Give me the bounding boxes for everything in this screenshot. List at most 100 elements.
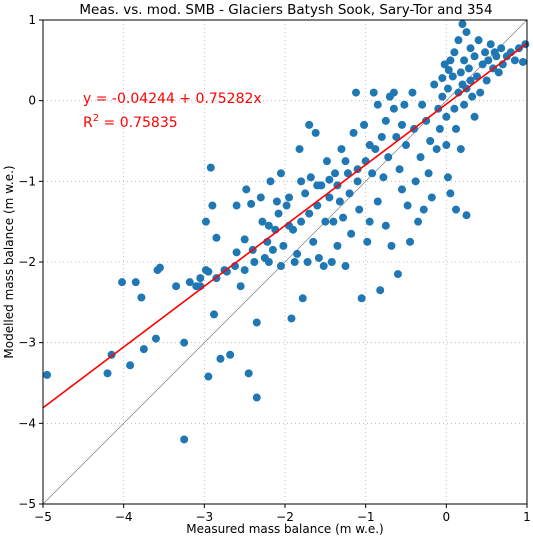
data-point-13 [185, 278, 194, 287]
data-point-120 [414, 217, 423, 226]
data-point-6 [137, 293, 146, 302]
data-point-49 [272, 197, 281, 206]
data-point-147 [456, 68, 465, 77]
data-point-101 [376, 286, 385, 295]
r-squared-superscript: 2 [93, 113, 99, 124]
data-point-172 [492, 52, 501, 61]
data-point-54 [282, 201, 291, 210]
data-point-138 [446, 56, 455, 65]
data-point-76 [325, 193, 334, 202]
y-axis-ticks: −5 −4 −3 −2 −1 0 1 [18, 13, 43, 511]
data-point-189 [381, 116, 390, 125]
data-point-127 [427, 193, 436, 202]
data-point-107 [387, 241, 396, 250]
regression-equation: y = -0.04244 + 0.75282x [83, 91, 262, 107]
data-point-113 [400, 100, 409, 109]
data-point-161 [470, 112, 479, 121]
data-point-199 [389, 88, 398, 97]
data-point-140 [448, 72, 457, 81]
data-point-137 [443, 173, 452, 182]
data-point-79 [331, 169, 340, 178]
data-point-195 [313, 181, 322, 190]
data-point-126 [426, 137, 435, 145]
data-point-119 [411, 177, 420, 186]
data-point-1 [103, 369, 112, 378]
data-point-29 [232, 201, 241, 210]
data-point-92 [357, 294, 366, 303]
chart-title: Meas. vs. mod. SMB - Glaciers Batysh Soo… [79, 2, 492, 18]
data-point-31 [240, 235, 249, 244]
data-point-38 [252, 393, 261, 402]
data-point-185 [305, 209, 314, 218]
data-point-87 [347, 229, 356, 238]
x-tick-label-4: −1 [357, 510, 375, 524]
data-point-47 [268, 245, 277, 254]
y-tick-label-0: −5 [18, 497, 36, 511]
data-point-192 [212, 233, 221, 242]
data-point-34 [244, 369, 253, 378]
x-tick-label-2: −3 [195, 510, 213, 524]
data-point-12 [180, 435, 189, 444]
data-point-155 [462, 211, 471, 220]
data-point-62 [297, 217, 306, 226]
data-point-129 [432, 145, 441, 154]
data-point-114 [402, 141, 410, 150]
data-point-60 [295, 145, 304, 154]
data-point-182 [438, 74, 447, 83]
data-point-59 [293, 249, 302, 258]
data-point-149 [458, 20, 467, 29]
y-axis-label: Modelled mass balance (m w.e.) [2, 165, 16, 358]
data-point-40 [256, 193, 265, 202]
data-point-11 [180, 338, 189, 347]
data-point-55 [285, 193, 294, 202]
data-point-145 [454, 88, 463, 97]
data-point-90 [353, 177, 362, 186]
data-point-19 [201, 217, 210, 226]
y-tick-label-6: 1 [28, 13, 36, 27]
data-point-152 [460, 100, 469, 109]
data-point-32 [240, 266, 249, 275]
data-point-151 [460, 56, 469, 65]
data-point-21 [206, 163, 215, 172]
x-tick-label-3: −2 [276, 510, 294, 524]
data-point-86 [345, 189, 354, 198]
one-to-one-segment [42, 19, 528, 505]
data-point-51 [276, 169, 285, 178]
data-point-131 [435, 124, 444, 133]
data-point-10 [153, 266, 162, 275]
data-point-26 [222, 267, 231, 276]
data-point-169 [486, 40, 495, 49]
data-point-115 [403, 201, 412, 210]
x-axis-label: Measured mass balance (m w.e.) [186, 522, 383, 536]
data-point-198 [373, 100, 382, 109]
data-point-18 [204, 267, 213, 276]
data-point-193 [172, 282, 181, 291]
data-point-124 [422, 116, 431, 125]
data-point-64 [301, 189, 310, 198]
data-point-24 [216, 354, 225, 363]
data-point-99 [371, 145, 380, 154]
data-point-104 [381, 221, 390, 230]
y-tick-label-2: −3 [18, 336, 36, 350]
data-point-35 [247, 199, 256, 208]
x-axis-ticks: −5 −4 −3 −2 −1 0 1 [34, 504, 531, 524]
data-point-81 [335, 197, 344, 206]
data-point-44 [264, 221, 273, 230]
data-point-112 [397, 185, 406, 194]
data-point-17 [204, 372, 213, 381]
data-point-164 [476, 88, 485, 97]
data-point-63 [298, 294, 307, 303]
data-point-68 [309, 237, 318, 246]
data-point-108 [389, 104, 398, 113]
data-point-5 [131, 278, 140, 287]
data-point-50 [274, 209, 283, 218]
data-point-91 [355, 205, 364, 214]
y-tick-label-4: −1 [18, 174, 36, 188]
data-point-73 [319, 262, 328, 271]
data-point-163 [474, 36, 483, 45]
data-point-84 [341, 262, 350, 271]
data-point-116 [406, 237, 415, 246]
data-point-174 [497, 44, 506, 53]
data-point-128 [430, 80, 439, 89]
